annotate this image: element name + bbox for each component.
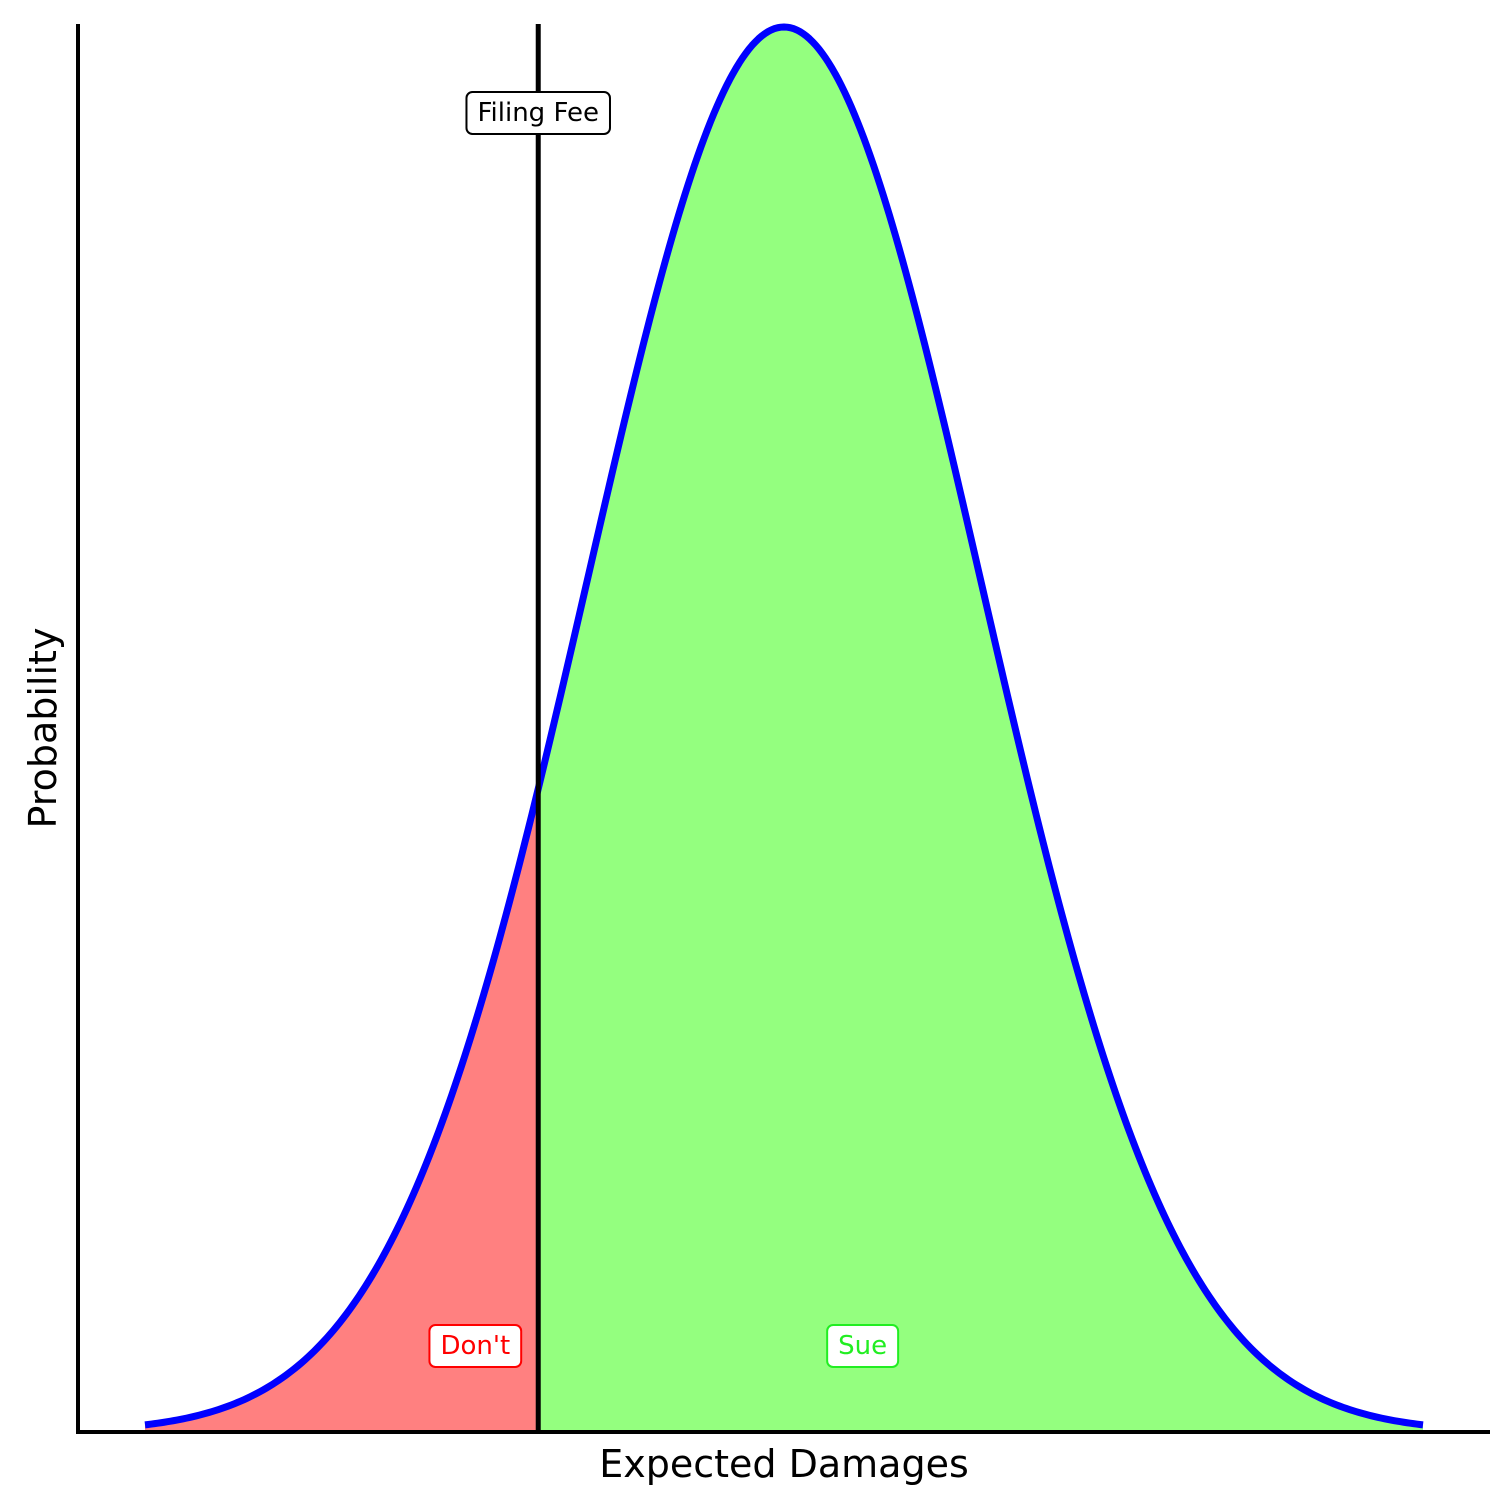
filing-fee-label: Filing Fee <box>465 91 611 135</box>
filing-fee-label-text: Filing Fee <box>477 98 599 128</box>
sue-region-label: Sue <box>826 1324 900 1368</box>
dont-region-label: Don't <box>428 1324 523 1368</box>
y-axis-title: Probability <box>21 628 65 829</box>
dont-region-label-text: Don't <box>440 1331 510 1361</box>
region-area-sue <box>538 27 1423 1433</box>
density-curve <box>144 23 1424 1429</box>
sue-region-label-text: Sue <box>838 1331 887 1361</box>
dont-region-label-box <box>428 1324 523 1368</box>
filing-fee-label-box <box>465 91 611 135</box>
areas-layer <box>145 27 1423 1433</box>
x-axis-title: Expected Damages <box>599 1442 969 1486</box>
sue-region-label-box <box>826 1324 900 1368</box>
region-area-dont <box>145 788 539 1432</box>
